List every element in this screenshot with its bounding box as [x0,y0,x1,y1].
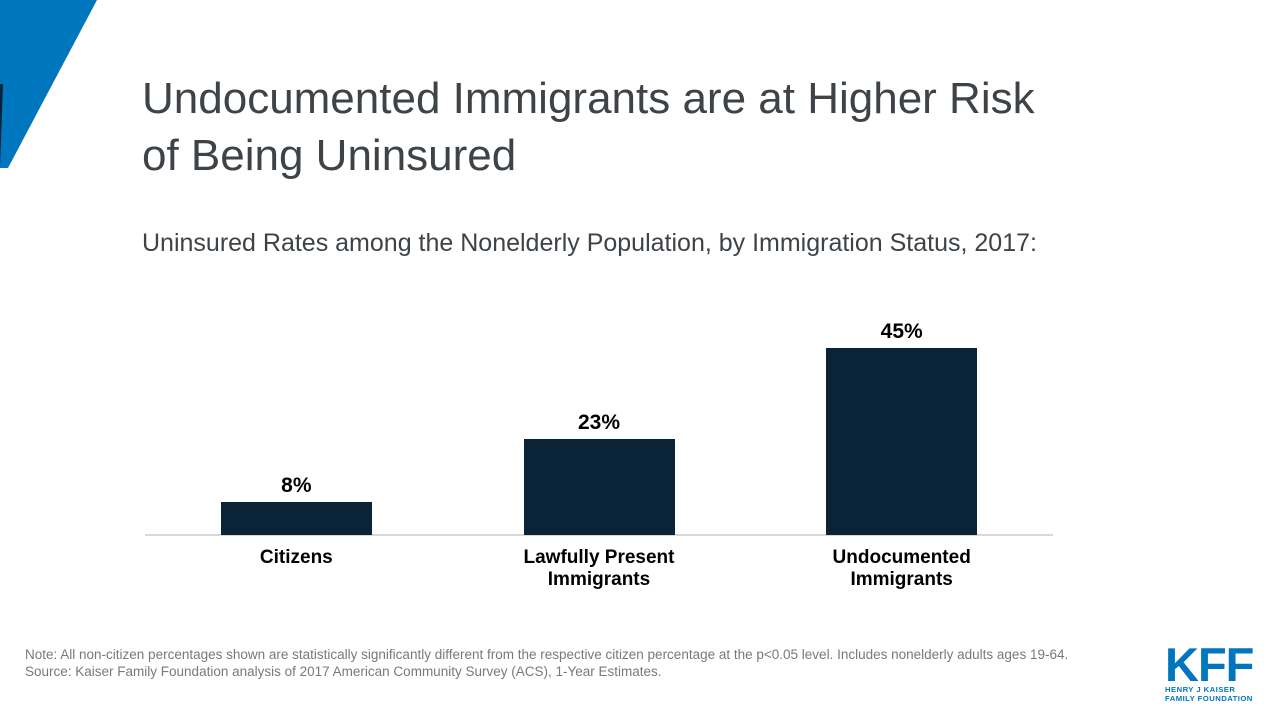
category-label-undocumented: Undocumented Immigrants [832,547,971,590]
x-axis-baseline [145,534,1053,536]
bar-lawfully-present [523,439,675,535]
corner-accent-navy-sliver [0,84,3,168]
title-line-1: Undocumented Immigrants are at Higher Ri… [142,74,1035,123]
bar-group-citizens: 8% [145,300,448,535]
bar-group-undocumented: 45% [750,300,1053,535]
note-text: Note: All non-citizen percentages shown … [25,647,1069,662]
category-label-lawfully-present: Lawfully Present Immigrants [523,547,675,590]
chart-subtitle: Uninsured Rates among the Nonelderly Pop… [142,229,1037,257]
kff-logo-line2: FAMILY FOUNDATION [1165,693,1253,703]
page-title: Undocumented Immigrants are at Higher Ri… [142,70,1172,184]
value-label-undocumented: 45% [880,320,923,343]
category-axis-labels: Citizens Lawfully Present Immigrants Und… [145,547,1053,591]
value-label-lawfully-present: 23% [577,411,621,434]
bar-group-lawfully-present: 23% [448,300,751,535]
footnotes: Note: All non-citizen percentages shown … [25,646,1155,680]
kff-logo-acronym: KFF [1165,638,1254,691]
value-label-citizens: 8% [281,474,312,497]
corner-accent-icon [0,0,97,168]
corner-accent-blue-triangle [0,0,97,168]
title-line-2: of Being Uninsured [142,131,517,180]
bar-chart: 8% 23% 45% [145,300,1053,535]
kff-logo: KFF HENRY J KAISER FAMILY FOUNDATION [1165,638,1265,703]
bar-citizens [220,502,372,535]
bar-undocumented [826,348,978,535]
source-text: Source: Kaiser Family Foundation analysi… [25,664,662,679]
kff-logo-line1: HENRY J KAISER [1165,685,1236,694]
category-label-citizens: Citizens [259,547,333,568]
